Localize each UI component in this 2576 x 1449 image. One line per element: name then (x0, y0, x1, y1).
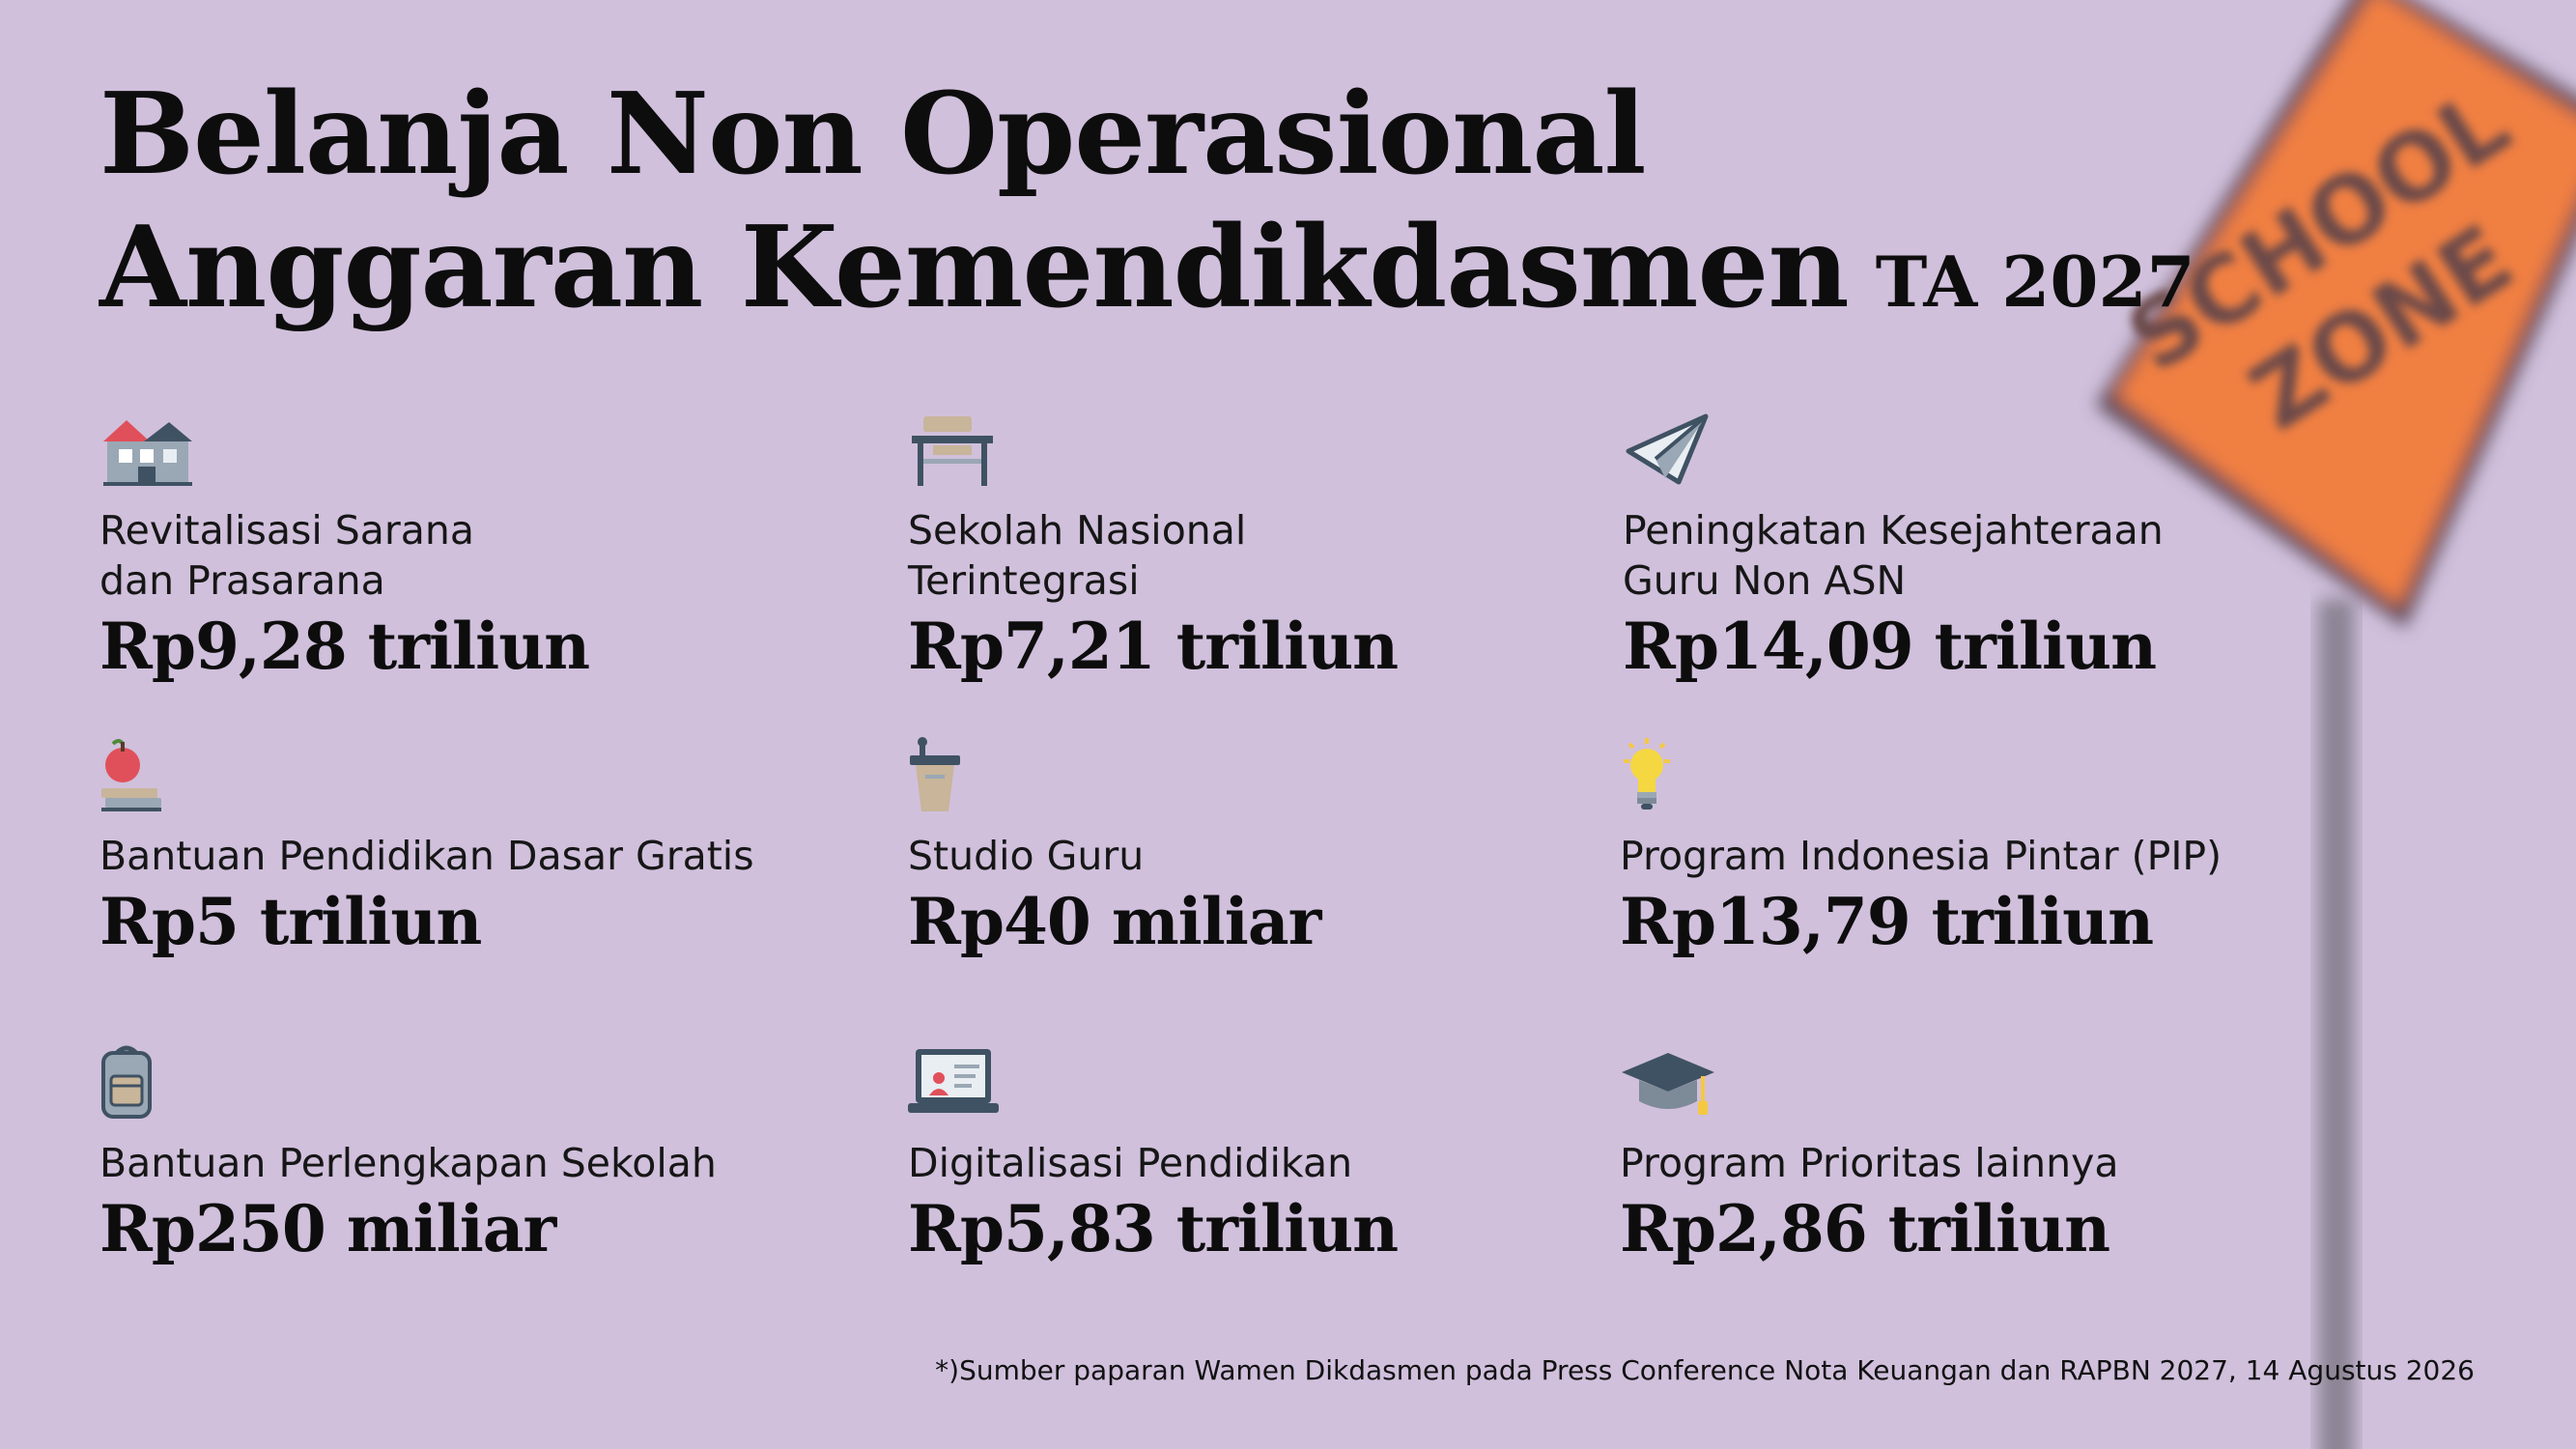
source-footnote: *)Sumber paparan Wamen Dikdasmen pada Pr… (935, 1354, 2475, 1386)
item-label: Sekolah Nasional Terintegrasi (908, 507, 1247, 604)
item-amount: Rp14,09 triliun (1623, 609, 2157, 684)
desk-icon (912, 416, 993, 486)
budget-item-pip: Program Indonesia Pintar (PIP) Rp13,79 t… (1620, 736, 2354, 962)
item-amount: Rp13,79 triliun (1620, 884, 2154, 959)
budget-item-digitalisasi: Digitalisasi Pendidikan Rp5,83 triliun (908, 1043, 1642, 1269)
lightbulb-icon (1624, 738, 1670, 810)
item-amount: Rp40 miliar (908, 884, 1321, 959)
budget-item-prioritas-lainnya: Program Prioritas lainnya Rp2,86 triliun (1620, 1043, 2354, 1269)
item-label: Program Prioritas lainnya (1620, 1140, 2119, 1186)
item-label: Studio Guru (908, 833, 1145, 879)
item-label: Peningkatan Kesejahteraan Guru Non ASN (1623, 507, 2164, 604)
item-amount: Rp2,86 triliun (1620, 1191, 2110, 1266)
item-amount: Rp250 miliar (99, 1191, 556, 1266)
apple-on-books-icon (101, 739, 161, 811)
budget-item-studio-guru: Studio Guru Rp40 miliar (908, 736, 1642, 962)
budget-item-kesejahteraan-guru: Peningkatan Kesejahteraan Guru Non ASN R… (1623, 411, 2357, 687)
laptop-icon (908, 1049, 999, 1113)
title-line-2-text: Anggaran Kemendikdasmen (99, 202, 1850, 333)
item-label: Revitalisasi Sarana dan Prasarana (99, 507, 475, 604)
graduation-cap-icon (1622, 1053, 1714, 1115)
sign-pole (2318, 599, 2355, 1449)
item-amount: Rp5,83 triliun (908, 1191, 1399, 1266)
school-building-icon (103, 420, 192, 486)
budget-item-sekolah-nasional: Sekolah Nasional Terintegrasi Rp7,21 tri… (908, 411, 1642, 687)
title-line-2: Anggaran Kemendikdasmen TA 2027 (99, 201, 2195, 349)
item-amount: Rp7,21 triliun (908, 609, 1399, 684)
item-amount: Rp5 triliun (99, 884, 482, 959)
budget-item-perlengkapan: Bantuan Perlengkapan Sekolah Rp250 milia… (99, 1043, 834, 1269)
title-year: TA 2027 (1875, 241, 2195, 323)
item-amount: Rp9,28 triliun (99, 609, 590, 684)
budget-item-pendidikan-dasar: Bantuan Pendidikan Dasar Gratis Rp5 tril… (99, 736, 834, 962)
item-label: Bantuan Perlengkapan Sekolah (99, 1140, 717, 1186)
podium-icon (910, 737, 960, 811)
backpack-icon (101, 1045, 152, 1119)
item-label: Digitalisasi Pendidikan (908, 1140, 1353, 1186)
budget-item-revitalisasi: Revitalisasi Sarana dan Prasarana Rp9,28… (99, 411, 834, 687)
page-title: Belanja Non Operasional Anggaran Kemendi… (99, 68, 2195, 349)
item-label: Bantuan Pendidikan Dasar Gratis (99, 833, 754, 879)
paper-plane-icon (1626, 413, 1709, 485)
item-label: Program Indonesia Pintar (PIP) (1620, 833, 2222, 879)
title-line-1: Belanja Non Operasional (99, 69, 1647, 200)
